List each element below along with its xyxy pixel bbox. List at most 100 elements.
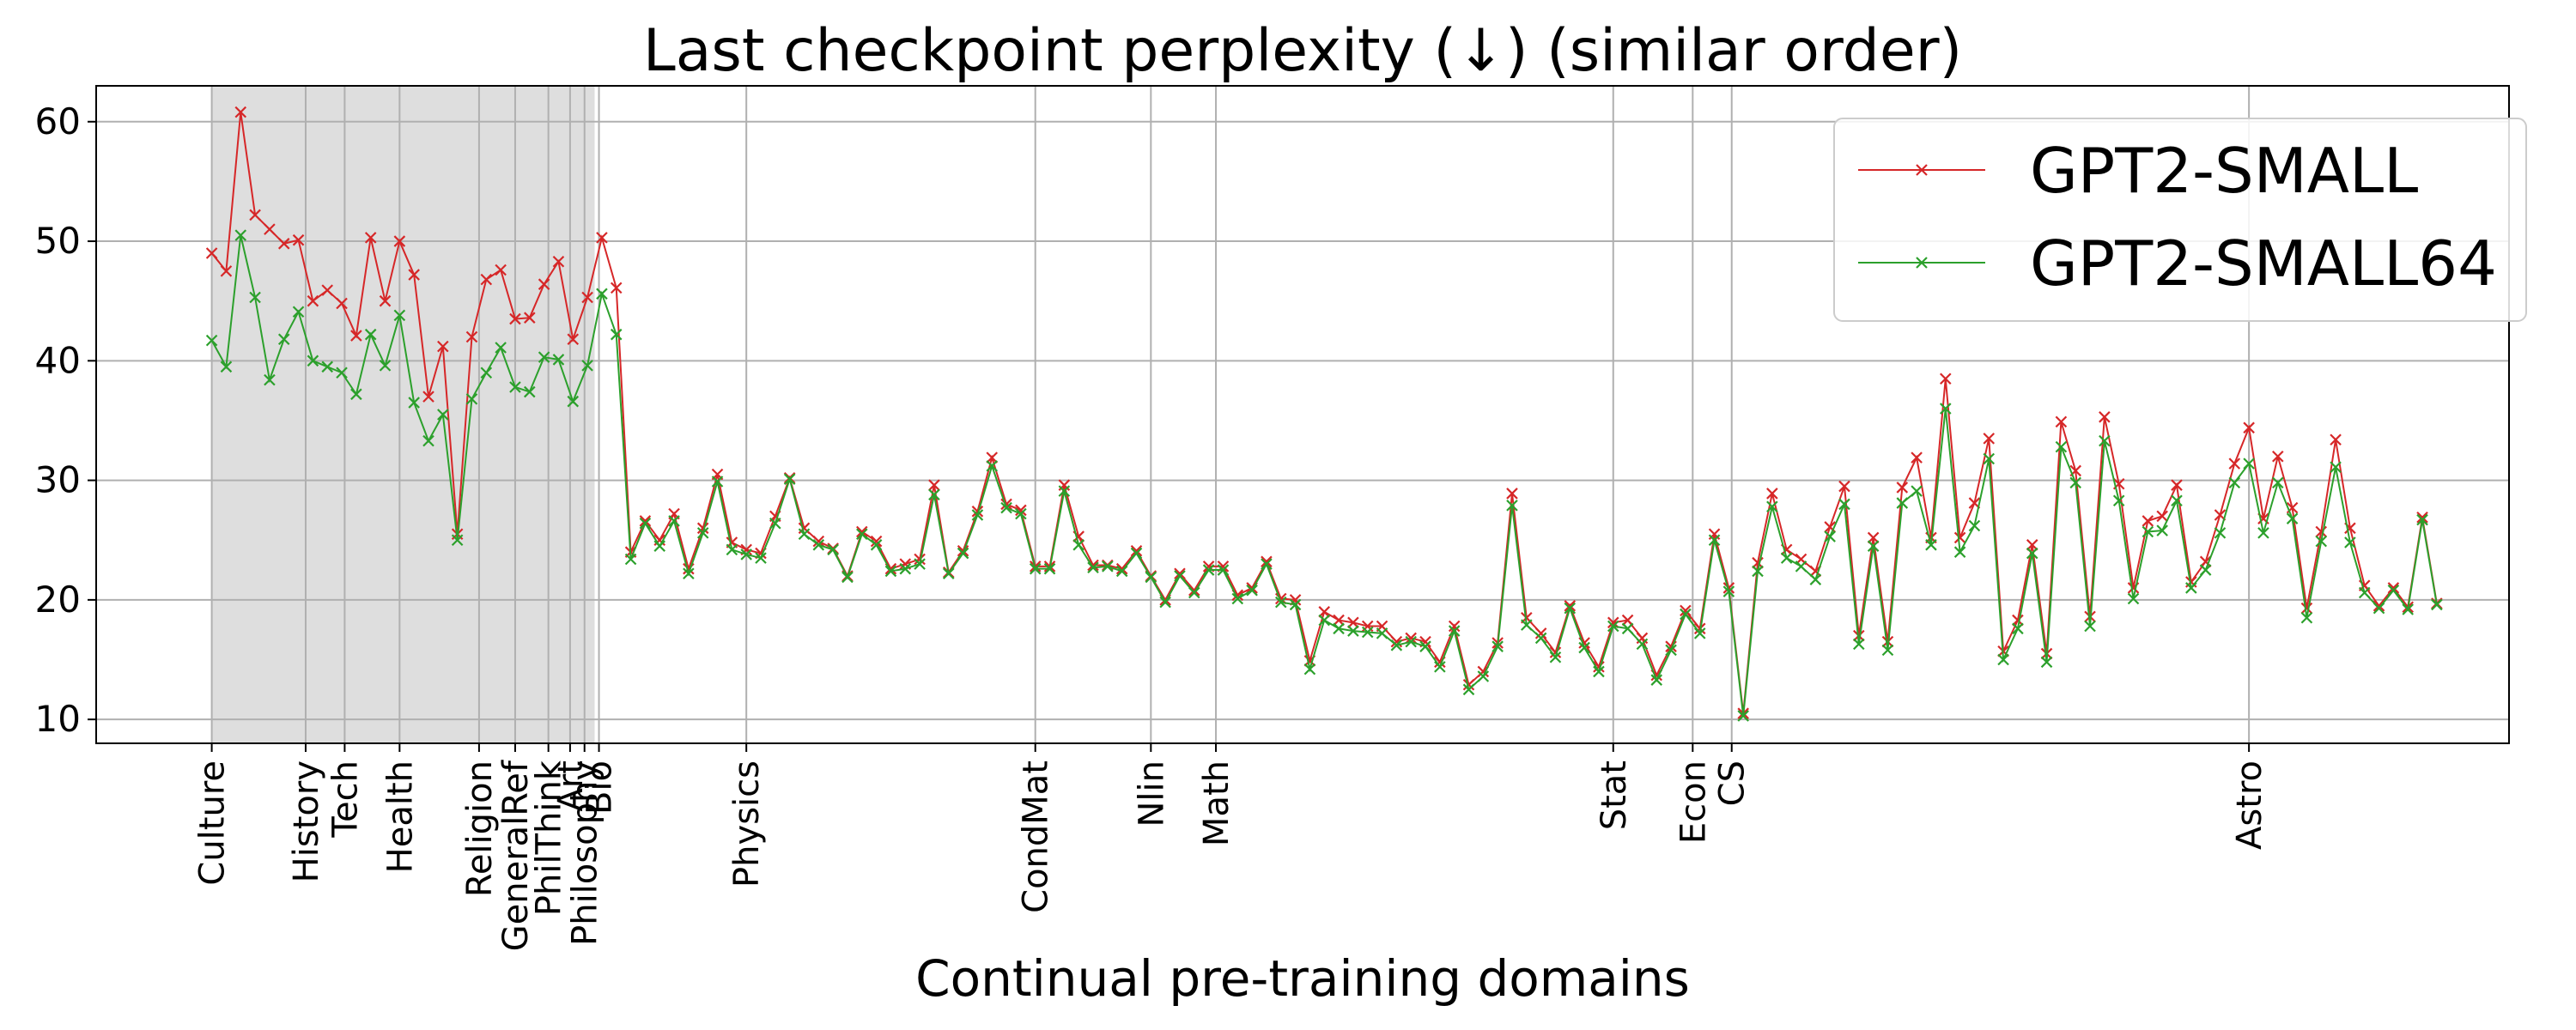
- legend-box: [1833, 118, 2527, 322]
- data-point: [1621, 622, 1634, 635]
- data-point: [1593, 665, 1605, 678]
- data-point: [364, 328, 377, 341]
- data-point: [1087, 561, 1099, 574]
- data-point: [1405, 632, 1417, 645]
- data-point: [336, 297, 348, 310]
- data-point: [1853, 638, 1865, 651]
- data-point: [2315, 535, 2328, 548]
- legend: GPT2-SMALL GPT2-SMALL64: [1833, 118, 2527, 322]
- data-point: [1881, 644, 1894, 657]
- data-point: [2026, 539, 2038, 551]
- data-point: [350, 388, 362, 401]
- data-point: [1997, 653, 2009, 666]
- data-point: [668, 515, 680, 527]
- x-tick-label: Tech: [325, 760, 365, 839]
- legend-item: GPT2-SMALL64: [1858, 227, 2497, 300]
- data-point: [1130, 547, 1143, 560]
- data-point: [870, 539, 883, 551]
- data-point: [249, 291, 261, 304]
- data-point: [2012, 622, 2024, 635]
- data-point: [2084, 620, 2096, 633]
- data-point: [2372, 602, 2385, 615]
- data-point: [1434, 661, 1446, 673]
- data-point: [2069, 476, 2081, 489]
- data-point: [480, 367, 493, 379]
- data-point: [1405, 635, 1417, 648]
- data-point: [2243, 457, 2255, 470]
- data-point: [928, 488, 940, 501]
- data-point: [1506, 500, 1518, 512]
- data-point: [1665, 644, 1677, 657]
- data-point: [986, 451, 999, 464]
- data-point: [870, 535, 883, 548]
- data-point: [2012, 614, 2024, 627]
- y-tick-label: 50: [35, 220, 81, 262]
- data-point: [610, 328, 623, 341]
- data-point: [1506, 488, 1518, 500]
- data-point: [1000, 501, 1012, 514]
- data-point: [2243, 421, 2255, 434]
- data-point: [1939, 373, 1952, 385]
- data-point: [2300, 611, 2313, 624]
- data-point: [1636, 638, 1649, 651]
- data-point: [1549, 651, 1562, 663]
- data-point: [1737, 710, 1749, 722]
- data-point: [552, 354, 565, 366]
- data-point: [2199, 555, 2212, 568]
- data-point: [1015, 507, 1027, 520]
- data-point: [755, 552, 767, 564]
- data-point: [1939, 403, 1952, 415]
- data-point: [639, 517, 652, 530]
- data-point: [1722, 582, 1735, 594]
- y-tick-label: 40: [35, 339, 81, 381]
- data-point: [336, 367, 348, 379]
- data-point: [437, 409, 449, 421]
- data-point: [827, 543, 839, 556]
- data-point: [1448, 620, 1461, 633]
- data-point: [653, 540, 666, 552]
- legend-swatch-marker: [1916, 164, 1928, 176]
- data-point: [942, 567, 955, 580]
- data-point: [2300, 602, 2313, 615]
- data-point: [2199, 564, 2212, 576]
- chart-title: Last checkpoint perplexity (↓) (similar …: [643, 17, 1962, 85]
- data-point: [1795, 560, 1807, 573]
- data-point: [1708, 534, 1721, 547]
- data-point: [2142, 515, 2154, 527]
- data-point: [2402, 603, 2414, 615]
- data-point: [1780, 552, 1793, 564]
- data-point: [264, 223, 276, 235]
- legend-swatch-marker: [1916, 257, 1928, 269]
- series-layer: [205, 106, 2443, 722]
- data-point: [696, 527, 709, 539]
- legend-label: GPT2-SMALL64: [2030, 227, 2497, 300]
- data-point: [2171, 479, 2183, 491]
- x-ticks: Culture History Tech Health ReligionGeneralR…: [193, 743, 2269, 951]
- data-point: [1983, 433, 1996, 445]
- data-point: [596, 288, 608, 300]
- data-point: [1376, 627, 1388, 639]
- data-point: [1029, 562, 1042, 575]
- x-tick-label: CS: [1713, 760, 1753, 806]
- data-point: [422, 391, 434, 403]
- data-point: [726, 543, 738, 556]
- data-point: [1448, 625, 1461, 637]
- data-point: [2358, 586, 2371, 599]
- data-point: [2272, 450, 2284, 463]
- data-point: [307, 354, 319, 367]
- data-point: [596, 232, 608, 244]
- x-tick-label: Health: [380, 760, 420, 873]
- y-tick-label: 30: [35, 459, 81, 501]
- data-point: [1145, 571, 1157, 584]
- data-point: [2344, 536, 2356, 548]
- data-point: [1318, 614, 1331, 627]
- data-point: [1953, 546, 1966, 558]
- data-point: [205, 247, 218, 259]
- data-point: [1492, 640, 1504, 652]
- data-point: [2026, 547, 2038, 560]
- data-point: [914, 553, 926, 566]
- data-point: [2372, 600, 2385, 612]
- data-point: [292, 306, 305, 318]
- data-point: [2142, 525, 2154, 538]
